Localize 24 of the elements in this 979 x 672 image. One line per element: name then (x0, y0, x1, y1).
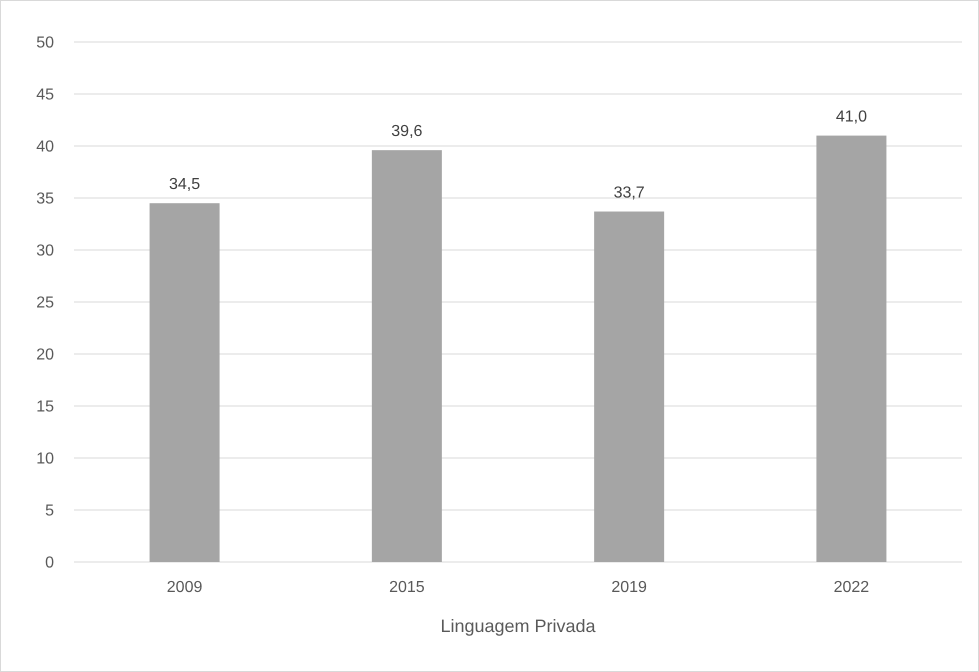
y-tick-label: 30 (36, 242, 54, 260)
x-tick-label: 2015 (389, 579, 425, 596)
data-label: 33,7 (614, 184, 645, 202)
bar (594, 212, 664, 562)
y-tick-label: 35 (36, 190, 54, 208)
x-axis-title: Linguagem Privada (440, 616, 597, 636)
y-tick-label: 20 (36, 346, 54, 364)
y-tick-label: 40 (36, 138, 54, 156)
y-tick-label: 25 (36, 294, 54, 312)
y-tick-label: 5 (45, 502, 54, 520)
y-tick-label: 0 (45, 554, 54, 572)
data-label: 34,5 (169, 176, 200, 194)
y-tick-label: 50 (36, 34, 54, 52)
x-tick-label: 2009 (166, 579, 202, 596)
x-tick-label: 2022 (834, 579, 870, 596)
data-label: 41,0 (836, 108, 868, 126)
y-tick-label: 15 (36, 398, 54, 416)
bar (816, 136, 886, 562)
y-tick-label: 45 (36, 86, 54, 104)
bar (150, 203, 220, 562)
y-tick-label: 10 (36, 450, 54, 468)
bar (372, 150, 442, 562)
x-tick-label: 2019 (611, 579, 648, 596)
data-label: 39,6 (391, 123, 423, 140)
